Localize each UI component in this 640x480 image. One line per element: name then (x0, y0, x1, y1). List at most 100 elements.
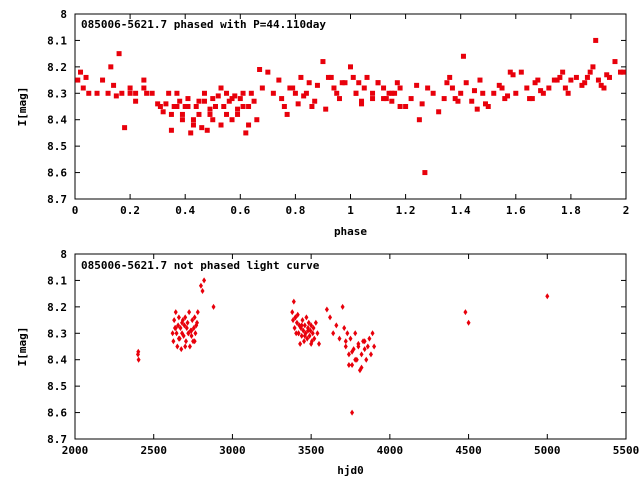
y-tick-label: 8.6 (47, 407, 67, 420)
data-point (309, 322, 314, 329)
x-tick-label: 0.2 (120, 204, 140, 217)
data-point (251, 98, 257, 104)
data-point (587, 69, 593, 75)
data-point (540, 90, 546, 96)
data-point (302, 332, 307, 339)
plot-frame (74, 253, 627, 440)
data-point (218, 85, 224, 91)
data-point (604, 72, 610, 78)
data-point (419, 101, 425, 107)
data-point (381, 96, 387, 102)
data-point (201, 98, 207, 104)
data-point (309, 104, 315, 109)
data-point (202, 277, 207, 284)
data-point (317, 340, 322, 347)
data-point (207, 111, 213, 117)
data-point (171, 104, 177, 109)
data-point (598, 82, 604, 88)
data-point (195, 319, 200, 326)
y-tick-label: 8.1 (47, 274, 67, 287)
data-point (337, 335, 342, 342)
data-point (579, 82, 585, 88)
data-point (170, 330, 175, 337)
data-point (535, 77, 541, 83)
data-point (190, 117, 196, 123)
y-axis-label: I[mag] (16, 327, 29, 367)
data-point (312, 335, 317, 342)
x-tick-label: 1.6 (506, 204, 526, 217)
data-point (350, 348, 355, 355)
data-point (257, 67, 263, 72)
data-point (215, 93, 221, 99)
data-point (313, 319, 318, 326)
data-point (173, 325, 178, 331)
x-tick-label: 4000 (377, 444, 404, 457)
data-point (136, 356, 141, 363)
data-point (601, 85, 607, 91)
data-point (339, 80, 345, 86)
data-point (532, 80, 538, 86)
data-point (568, 77, 574, 83)
data-point (436, 109, 442, 115)
data-point (460, 53, 466, 59)
plot-frame (74, 13, 627, 200)
x-tick-label: 0 (72, 204, 79, 217)
x-axis-label: hjd0 (337, 464, 364, 477)
data-point (463, 80, 469, 86)
data-point (172, 317, 177, 324)
data-point (562, 85, 568, 91)
data-point (184, 325, 189, 331)
data-point (193, 104, 199, 109)
data-point (340, 303, 345, 310)
data-point (482, 101, 488, 107)
data-point (403, 104, 409, 109)
data-point (182, 322, 187, 329)
data-point (485, 104, 491, 109)
data-point (397, 104, 403, 109)
data-point (187, 343, 192, 350)
data-point (294, 330, 299, 337)
data-point (546, 85, 552, 91)
data-point (183, 343, 188, 350)
data-point (309, 340, 314, 347)
data-point (383, 96, 389, 102)
data-point (545, 293, 550, 300)
data-point (75, 77, 81, 83)
data-point (116, 51, 122, 57)
data-point (141, 85, 147, 91)
x-tick-label: 1.8 (561, 204, 581, 217)
data-point (243, 130, 249, 136)
data-point (394, 80, 400, 86)
data-point (466, 319, 471, 326)
y-tick-label: 8.2 (47, 61, 67, 74)
data-point (307, 332, 312, 339)
data-point (224, 111, 230, 117)
data-point (538, 88, 544, 94)
data-point (200, 288, 205, 294)
y-tick-label: 8 (60, 8, 67, 21)
data-point (353, 330, 358, 337)
data-point (444, 80, 450, 86)
data-point (174, 104, 180, 109)
data-point (188, 130, 194, 136)
data-point (359, 101, 365, 107)
data-point (343, 338, 348, 345)
data-point (179, 346, 184, 353)
data-point (617, 69, 623, 75)
data-point (499, 85, 505, 91)
data-point (304, 314, 309, 321)
data-point (551, 77, 557, 83)
data-point (455, 98, 461, 104)
data-point (218, 122, 224, 128)
data-point (83, 74, 89, 80)
data-point (573, 74, 579, 80)
y-tick-label: 8.3 (47, 327, 67, 340)
y-tick-label: 8.4 (47, 114, 67, 127)
data-point (196, 98, 202, 104)
data-point (229, 117, 235, 123)
data-point (518, 69, 524, 75)
data-point (364, 74, 370, 80)
y-tick-label: 8.1 (47, 34, 67, 47)
data-point (389, 98, 395, 104)
